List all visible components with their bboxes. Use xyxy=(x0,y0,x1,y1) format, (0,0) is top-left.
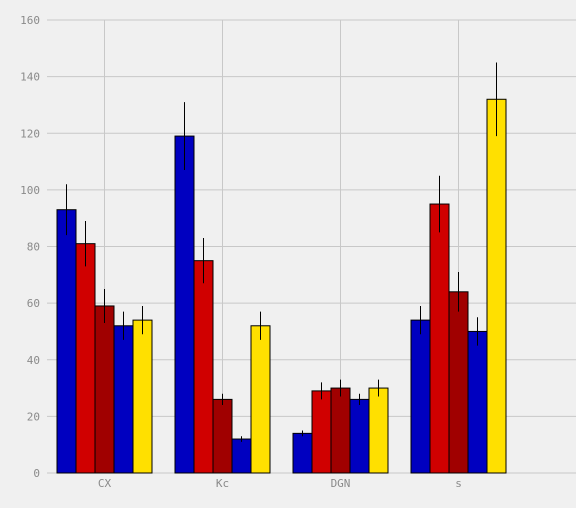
x-tick-label: s xyxy=(455,477,462,490)
bar xyxy=(193,260,214,474)
axes-layer: 0 20 40 60 80 100 120 140 160 CX Kc DGN s xyxy=(20,14,462,490)
y-tick-label: 120 xyxy=(20,127,40,140)
y-tick-label: 160 xyxy=(20,14,40,27)
bar xyxy=(75,243,96,474)
bar xyxy=(448,291,469,474)
x-tick-label: CX xyxy=(98,477,112,490)
y-tick-label: 60 xyxy=(27,297,40,310)
bar xyxy=(429,203,450,474)
y-tick-label: 0 xyxy=(33,467,40,480)
bar xyxy=(250,325,271,474)
bar xyxy=(231,438,252,474)
y-tick-label: 80 xyxy=(27,241,40,254)
x-tick-label: Kc xyxy=(216,477,229,490)
y-tick-label: 140 xyxy=(20,71,40,84)
bar xyxy=(486,98,507,474)
bar xyxy=(368,387,389,474)
bar xyxy=(311,390,332,474)
bars-layer xyxy=(56,98,507,474)
bar xyxy=(174,135,195,474)
y-tick-label: 100 xyxy=(20,184,40,197)
y-tick-label: 40 xyxy=(27,354,40,367)
bar xyxy=(349,398,370,474)
x-tick-label: DGN xyxy=(331,477,351,490)
bar xyxy=(94,305,115,474)
bar xyxy=(292,432,313,474)
error-bars-layer xyxy=(66,62,497,442)
y-tick-label: 20 xyxy=(27,410,40,423)
bar xyxy=(212,398,233,474)
bar xyxy=(132,319,153,474)
bar xyxy=(56,209,77,474)
bar xyxy=(113,325,134,474)
bar xyxy=(410,319,431,474)
bar xyxy=(330,387,351,474)
bar xyxy=(467,330,488,474)
